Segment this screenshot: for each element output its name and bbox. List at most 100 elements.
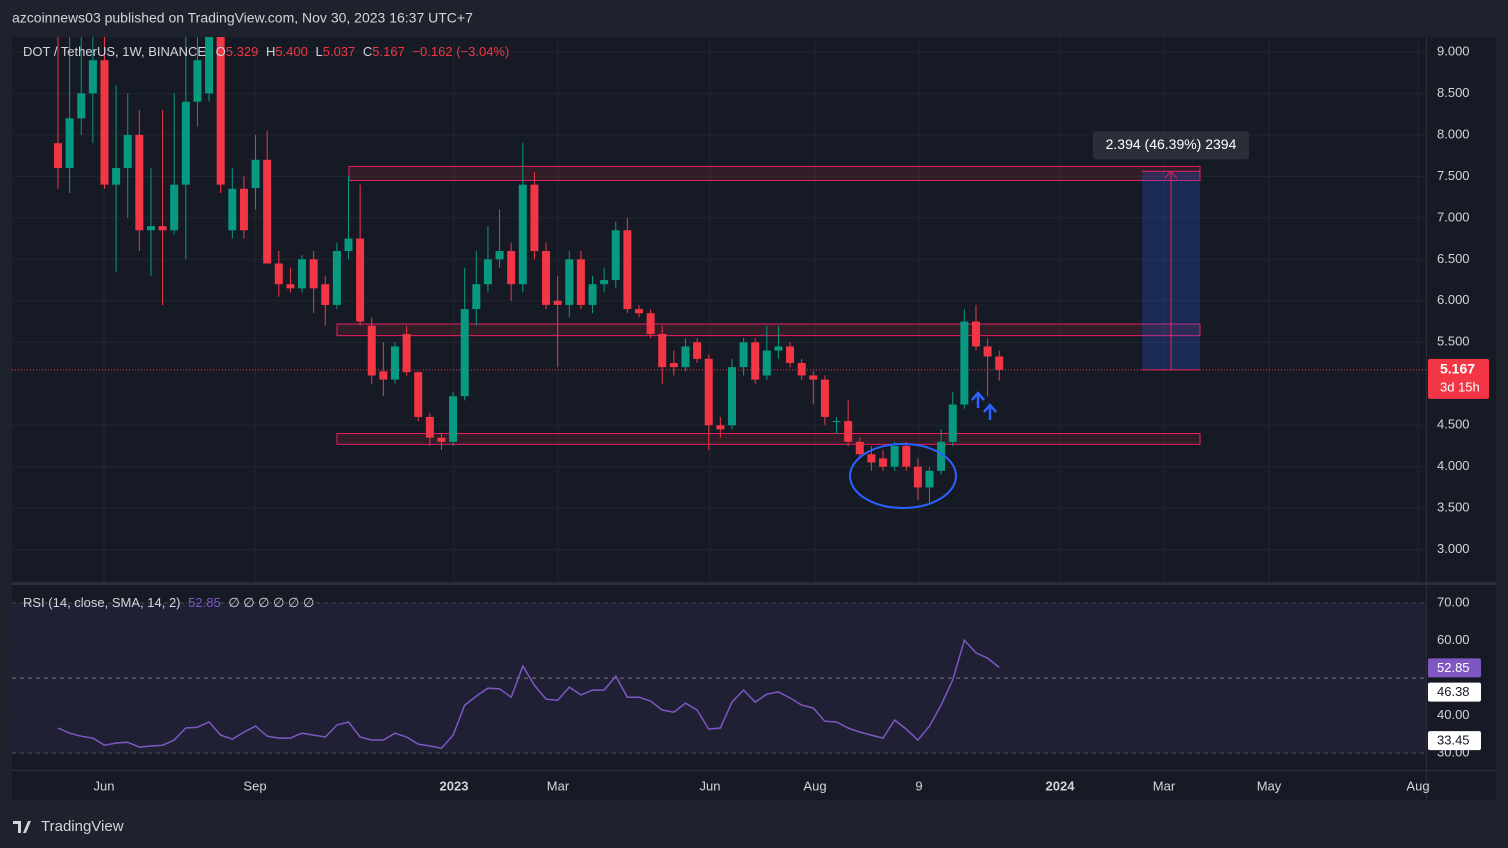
candle-body [530,184,539,252]
candle-body [600,280,609,285]
rsi-placeholders: ∅ ∅ ∅ ∅ ∅ ∅ [228,595,314,610]
candle-body [925,470,934,488]
y-tick-label: 4.500 [1437,417,1470,432]
ohlc-key: C [363,44,372,59]
candle-body [425,416,434,438]
candle-body [449,396,458,442]
candle-body [832,421,841,423]
x-tick-label: Jun [94,778,115,793]
candle-body [263,159,272,264]
ohlc-value: 5.037 [323,44,356,59]
candle-body [576,259,585,305]
candle-body [542,251,551,305]
candle-body [786,346,795,364]
candle-body [937,441,946,471]
highlight-ellipse [849,443,957,509]
ohlc-key: L [316,44,323,59]
x-tick-label: 2024 [1046,778,1076,793]
x-tick-label: Mar [1153,778,1176,793]
rsi-tick-label: 40.00 [1437,707,1470,722]
y-tick-label: 3.000 [1437,541,1470,556]
candle-body [309,259,318,289]
candle-body [983,346,992,357]
price-badge [1428,358,1489,399]
price-badge-value: 5.167 [1440,361,1475,377]
x-tick-label: 9 [915,778,922,793]
candle-body [146,226,155,231]
y-tick-label: 9.000 [1437,43,1470,58]
rsi-legend: RSI (14, close, SMA, 14, 2) 52.85 ∅ ∅ ∅ … [23,595,314,610]
x-tick-label: Sep [243,778,266,793]
candle-body [170,184,179,231]
y-tick-label: 4.000 [1437,458,1470,473]
rsi-badge-bg [1428,682,1481,702]
candle-body [239,188,248,231]
candle-body [298,259,307,289]
zone [336,433,1201,445]
rsi-badge-bg [1428,731,1481,751]
brand-logo [13,821,31,833]
candle-body [390,346,399,380]
candle-body [960,321,969,405]
candle-body [77,93,86,119]
candle-body [472,284,481,310]
candle-body [971,321,980,347]
ohlc-value: 5.329 [226,44,259,59]
candle-body [948,404,957,442]
candle-body [507,251,516,285]
candle-body [844,421,853,442]
candle-body [611,230,620,281]
candle-body [867,454,876,463]
ohlc-key: O [216,44,226,59]
candle-body [356,238,365,322]
arrow-up [971,391,985,408]
symbol: DOT / TetherUS, 1W, BINANCE [23,44,206,59]
candle-body [181,101,190,185]
candle-body [995,356,1004,370]
candle-body [158,226,167,231]
candle-body [727,367,736,426]
y-tick-label: 7.500 [1437,168,1470,183]
change: −0.162 (−3.04%) [412,44,509,59]
candle-body [879,458,888,467]
ohlc-value: 5.167 [372,44,405,59]
candle-body [739,342,748,368]
candle-body [704,358,713,426]
candle-body [205,37,214,94]
candle-body [716,425,725,430]
candle-body [913,466,922,488]
x-tick-label: May [1257,778,1282,793]
y-tick-label: 6.000 [1437,292,1470,307]
ohlc-value: 5.400 [275,44,308,59]
rsi-badge: 46.38 [1437,684,1470,699]
overlay: 9.000 8.500 8.000 7.500 7.000 6.500 6.000 5.500… [12,37,1496,800]
candle-body [274,263,283,285]
candle-body [797,363,806,376]
x-tick-label: 2023 [440,778,469,793]
candle-body [193,60,202,102]
candle-body [762,350,771,376]
candle-body [135,134,144,231]
y-tick-label: 8.500 [1437,85,1470,100]
y-tick-label: 7.000 [1437,209,1470,224]
candle-body [646,313,655,334]
y-tick-label: 5.500 [1437,334,1470,349]
x-tick-label: Aug [803,778,826,793]
candle-body [332,251,341,305]
candle-body [483,259,492,285]
rsi-title: RSI (14, close, SMA, 14, 2) [23,595,181,610]
zone [348,165,1201,182]
candle-body [565,259,574,305]
candle-body [88,60,97,94]
rsi-value: 52.85 [188,595,221,610]
candle-body [379,371,388,380]
candle-body [123,134,132,169]
rsi-pane [12,602,1426,754]
candle-body [681,346,690,368]
candle-body [669,363,678,368]
y-tick-label: 6.500 [1437,251,1470,266]
x-tick-label: Aug [1406,778,1429,793]
symbol-legend: DOT / TetherUS, 1W, BINANCE O5.329 H5.40… [23,44,509,59]
x-tick-label: Jun [700,778,721,793]
